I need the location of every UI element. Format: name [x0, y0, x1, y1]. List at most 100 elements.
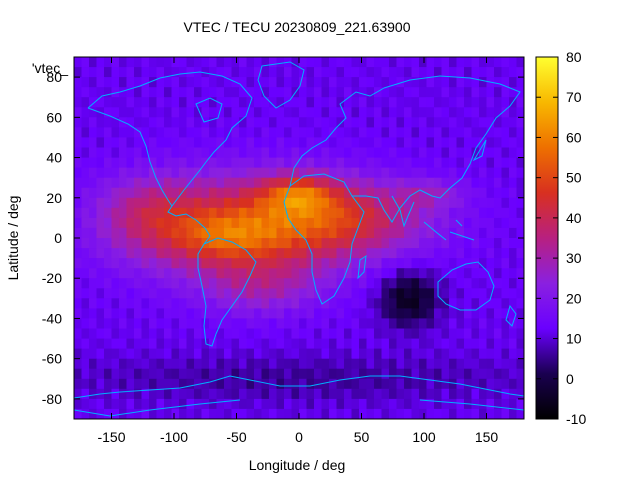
heatmap-cell: [171, 288, 180, 299]
heatmap-cell: [246, 378, 255, 390]
heatmap-cell: [426, 217, 435, 229]
heatmap-cell: [89, 368, 97, 380]
heatmap-cell: [269, 67, 277, 78]
heatmap-cell: [269, 87, 277, 98]
heatmap-cell: [179, 388, 187, 400]
heatmap-cell: [329, 227, 337, 239]
x-axis: -150 -100 -50 0 50 100 150: [97, 57, 498, 445]
heatmap-cell: [381, 197, 390, 209]
heatmap-cell: [276, 278, 285, 289]
heatmap-cell: [231, 197, 240, 209]
heatmap-cell: [74, 157, 82, 169]
heatmap-cell: [111, 97, 120, 108]
heatmap-cell: [149, 87, 157, 98]
heatmap-cell: [74, 217, 82, 229]
heatmap-cell: [74, 278, 82, 289]
heatmap-cell: [389, 378, 397, 390]
heatmap-cell: [306, 127, 315, 138]
heatmap-cell: [516, 117, 524, 128]
heatmap-cell: [509, 107, 517, 118]
heatmap-cell: [419, 107, 427, 118]
heatmap-cell: [434, 298, 442, 309]
heatmap-cell: [366, 67, 375, 78]
heatmap-cell: [269, 117, 277, 128]
heatmap-cell: [291, 157, 300, 169]
heatmap-cell: [509, 117, 517, 128]
heatmap-cell: [179, 167, 187, 179]
heatmap-cell: [224, 408, 232, 419]
heatmap-cell: [404, 217, 412, 229]
heatmap-cell: [179, 147, 187, 159]
heatmap-cell: [501, 258, 510, 269]
heatmap-cell: [156, 107, 165, 118]
heatmap-cell: [404, 288, 412, 299]
heatmap-cell: [276, 338, 285, 350]
heatmap-cell: [186, 167, 195, 179]
heatmap-cell: [374, 67, 382, 78]
heatmap-cell: [389, 137, 397, 148]
heatmap-cell: [179, 248, 187, 259]
heatmap-cell: [434, 318, 442, 329]
heatmap-cell: [516, 368, 524, 380]
heatmap-cell: [509, 378, 517, 390]
heatmap-cell: [89, 57, 97, 68]
heatmap-cell: [141, 378, 150, 390]
heatmap-cell: [351, 368, 360, 380]
heatmap-cell: [284, 328, 292, 340]
heatmap-cell: [464, 107, 472, 118]
coastline-indonesia: [423, 219, 475, 241]
heatmap-cell: [441, 177, 450, 189]
heatmap-cell: [156, 258, 165, 269]
heatmap-cell: [246, 197, 255, 209]
heatmap-cell: [426, 338, 435, 350]
heatmap-cell: [231, 278, 240, 289]
heatmap-cell: [164, 67, 172, 78]
heatmap-cell: [411, 127, 420, 138]
heatmap-cell: [299, 87, 307, 98]
heatmap-cell: [119, 308, 127, 319]
heatmap-cell: [224, 298, 232, 309]
heatmap-cell: [479, 238, 487, 249]
heatmap-cell: [471, 408, 480, 419]
heatmap-cell: [336, 177, 345, 189]
heatmap-cell: [396, 157, 405, 169]
heatmap-cell: [179, 358, 187, 370]
heatmap-cell: [494, 87, 502, 98]
heatmap-cell: [111, 157, 120, 169]
heatmap-cell: [441, 308, 450, 319]
heatmap-cell: [344, 248, 352, 259]
heatmap-cell: [194, 328, 202, 340]
heatmap-cell: [471, 117, 480, 128]
heatmap-cell: [119, 107, 127, 118]
heatmap-cell: [426, 368, 435, 380]
heatmap-cell: [216, 388, 225, 400]
heatmap-cell: [314, 278, 322, 289]
heatmap-cell: [96, 157, 105, 169]
heatmap-cell: [449, 167, 457, 179]
heatmap-cell: [404, 298, 412, 309]
heatmap-cell: [404, 157, 412, 169]
heatmap-cell: [299, 127, 307, 138]
heatmap-cell: [329, 117, 337, 128]
heatmap-cell: [186, 157, 195, 169]
heatmap-cell: [261, 77, 270, 88]
heatmap-cell: [359, 117, 367, 128]
heatmap-cell: [96, 207, 105, 219]
heatmap-cell: [164, 147, 172, 159]
heatmap-cell: [134, 207, 142, 219]
heatmap-cell: [381, 268, 390, 279]
heatmap-cell: [306, 207, 315, 219]
heatmap-cell: [501, 288, 510, 299]
heatmap-cell: [141, 127, 150, 138]
heatmap-cell: [314, 157, 322, 169]
heatmap-cell: [396, 318, 405, 329]
heatmap-cell: [479, 77, 487, 88]
heatmap-cell: [231, 67, 240, 78]
heatmap-cell: [141, 217, 150, 229]
heatmap-cell: [366, 77, 375, 88]
heatmap-cell: [89, 147, 97, 159]
heatmap-cell: [306, 248, 315, 259]
heatmap-cell: [344, 67, 352, 78]
heatmap-cell: [74, 358, 82, 370]
heatmap-cell: [156, 358, 165, 370]
